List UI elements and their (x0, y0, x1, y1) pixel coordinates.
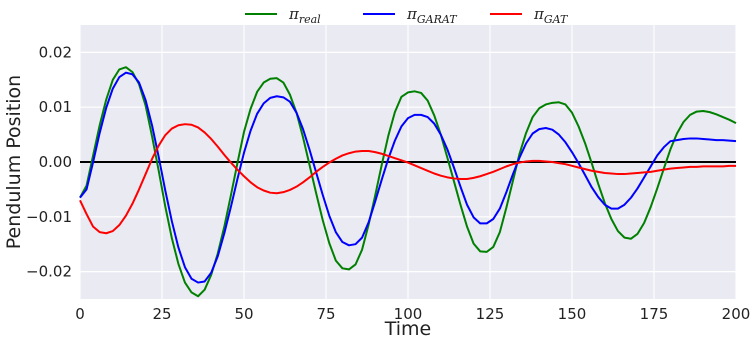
x-tick-label: 75 (316, 305, 335, 323)
y-tick-label: 0.01 (39, 98, 72, 116)
legend-label-gat: πGAT (533, 5, 569, 26)
x-tick-label: 0 (75, 305, 85, 323)
y-tick-labels: −0.02 −0.01 0.00 0.01 0.02 (26, 43, 72, 280)
y-tick-label: −0.02 (26, 263, 72, 281)
legend: πreal πGARAT πGAT (245, 5, 569, 26)
series-line-real (79, 66, 737, 298)
x-axis-label: Time (384, 318, 432, 340)
series-layer (79, 66, 737, 298)
y-axis-label: Pendulum Position (3, 75, 25, 249)
legend-label-garat: πGARAT (406, 5, 458, 26)
legend-label-real: πreal (288, 5, 321, 26)
y-tick-label: 0.02 (39, 43, 72, 61)
x-tick-label: 150 (558, 305, 587, 323)
y-tick-label: 0.00 (39, 153, 72, 171)
x-tick-label: 25 (152, 305, 171, 323)
x-tick-label: 175 (640, 305, 669, 323)
y-tick-label: −0.01 (26, 208, 72, 226)
x-tick-label: 125 (476, 305, 505, 323)
x-tick-label: 100 (394, 305, 423, 323)
series-line-gat (79, 123, 736, 235)
series-line-garat (79, 71, 737, 284)
x-tick-label: 50 (234, 305, 253, 323)
grid-lines (79, 25, 737, 299)
x-tick-label: 200 (722, 305, 751, 323)
x-tick-labels: 0 25 50 75 100 125 150 175 200 (75, 305, 750, 323)
